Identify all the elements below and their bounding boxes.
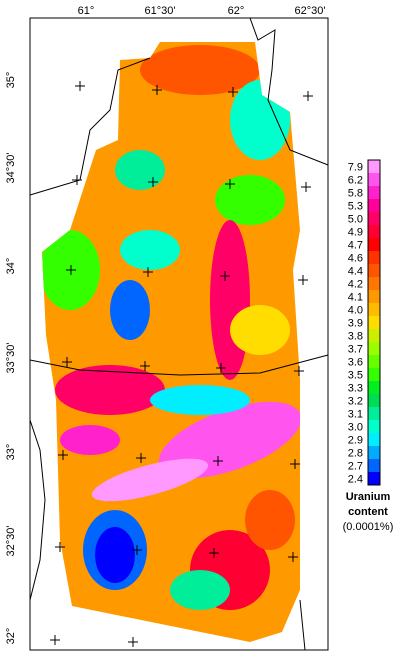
legend-label: 4.1 (348, 292, 363, 304)
legend-swatch (368, 199, 380, 212)
longitude-label: 61°30' (145, 5, 176, 17)
legend-swatch (368, 342, 380, 355)
legend-title: (0.0001%) (343, 521, 394, 533)
legend-label: 2.8 (348, 448, 363, 460)
legend-label: 3.3 (348, 383, 363, 395)
legend-swatch (368, 459, 380, 472)
legend-swatch (368, 277, 380, 290)
legend-label: 4.6 (348, 253, 363, 265)
legend-label: 3.6 (348, 357, 363, 369)
graticule-crosses (50, 81, 313, 647)
latitude-label: 33° (5, 444, 17, 461)
legend-label: 4.0 (348, 305, 363, 317)
legend-label: 4.4 (348, 266, 363, 278)
legend-swatch (368, 446, 380, 459)
legend-label: 3.7 (348, 344, 363, 356)
legend-swatch (368, 264, 380, 277)
legend-label: 3.2 (348, 396, 363, 408)
boundaries (29, 17, 329, 651)
legend-label: 3.0 (348, 422, 363, 434)
legend-swatch (368, 303, 380, 316)
legend-label: 5.0 (348, 214, 363, 226)
map-frame (29, 17, 329, 651)
latitude-label: 34° (5, 258, 17, 275)
latitude-label: 34°30' (5, 153, 17, 184)
legend-label: 3.9 (348, 318, 363, 330)
legend-label: 2.9 (348, 435, 363, 447)
legend-label: 5.8 (348, 188, 363, 200)
latitude-label: 35° (5, 72, 17, 89)
legend-label: 3.5 (348, 370, 363, 382)
legend-swatch (368, 225, 380, 238)
longitude-label: 62° (228, 5, 245, 17)
legend-swatch (368, 407, 380, 420)
legend-title: content (348, 506, 388, 518)
legend-swatch (368, 394, 380, 407)
legend-swatch (368, 238, 380, 251)
legend-swatch (368, 381, 380, 394)
longitude-label: 61° (78, 5, 95, 17)
latitude-label: 33°30' (5, 343, 17, 374)
legend-swatch (368, 251, 380, 264)
legend-label: 3.8 (348, 331, 363, 343)
legend-swatch (368, 316, 380, 329)
legend-label: 4.2 (348, 279, 363, 291)
uranium-raster (42, 42, 300, 642)
legend-swatch (368, 472, 380, 485)
legend-label: 2.7 (348, 461, 363, 473)
legend-title: Uranium (346, 491, 391, 503)
legend-label: 5.3 (348, 201, 363, 213)
legend-swatch (368, 186, 380, 199)
legend-swatch (368, 368, 380, 381)
legend-label: 2.4 (348, 474, 363, 486)
legend-label: 4.9 (348, 227, 363, 239)
legend-label: 6.2 (348, 175, 363, 187)
legend-swatch (368, 160, 380, 173)
legend-swatch (368, 212, 380, 225)
legend-swatch (368, 433, 380, 446)
legend-swatch (368, 420, 380, 433)
legend-label: 7.9 (348, 162, 363, 174)
legend-swatch (368, 355, 380, 368)
legend-swatch (368, 329, 380, 342)
legend-swatch (368, 290, 380, 303)
legend-outline (367, 159, 381, 486)
longitude-label: 62°30' (295, 5, 326, 17)
legend-label: 3.1 (348, 409, 363, 421)
latitude-label: 32° (5, 628, 17, 645)
legend-label: 4.7 (348, 240, 363, 252)
latitude-label: 32°30' (5, 526, 17, 557)
legend-swatch (368, 173, 380, 186)
legend: 7.96.25.85.35.04.94.74.64.44.24.14.03.93… (348, 159, 381, 486)
